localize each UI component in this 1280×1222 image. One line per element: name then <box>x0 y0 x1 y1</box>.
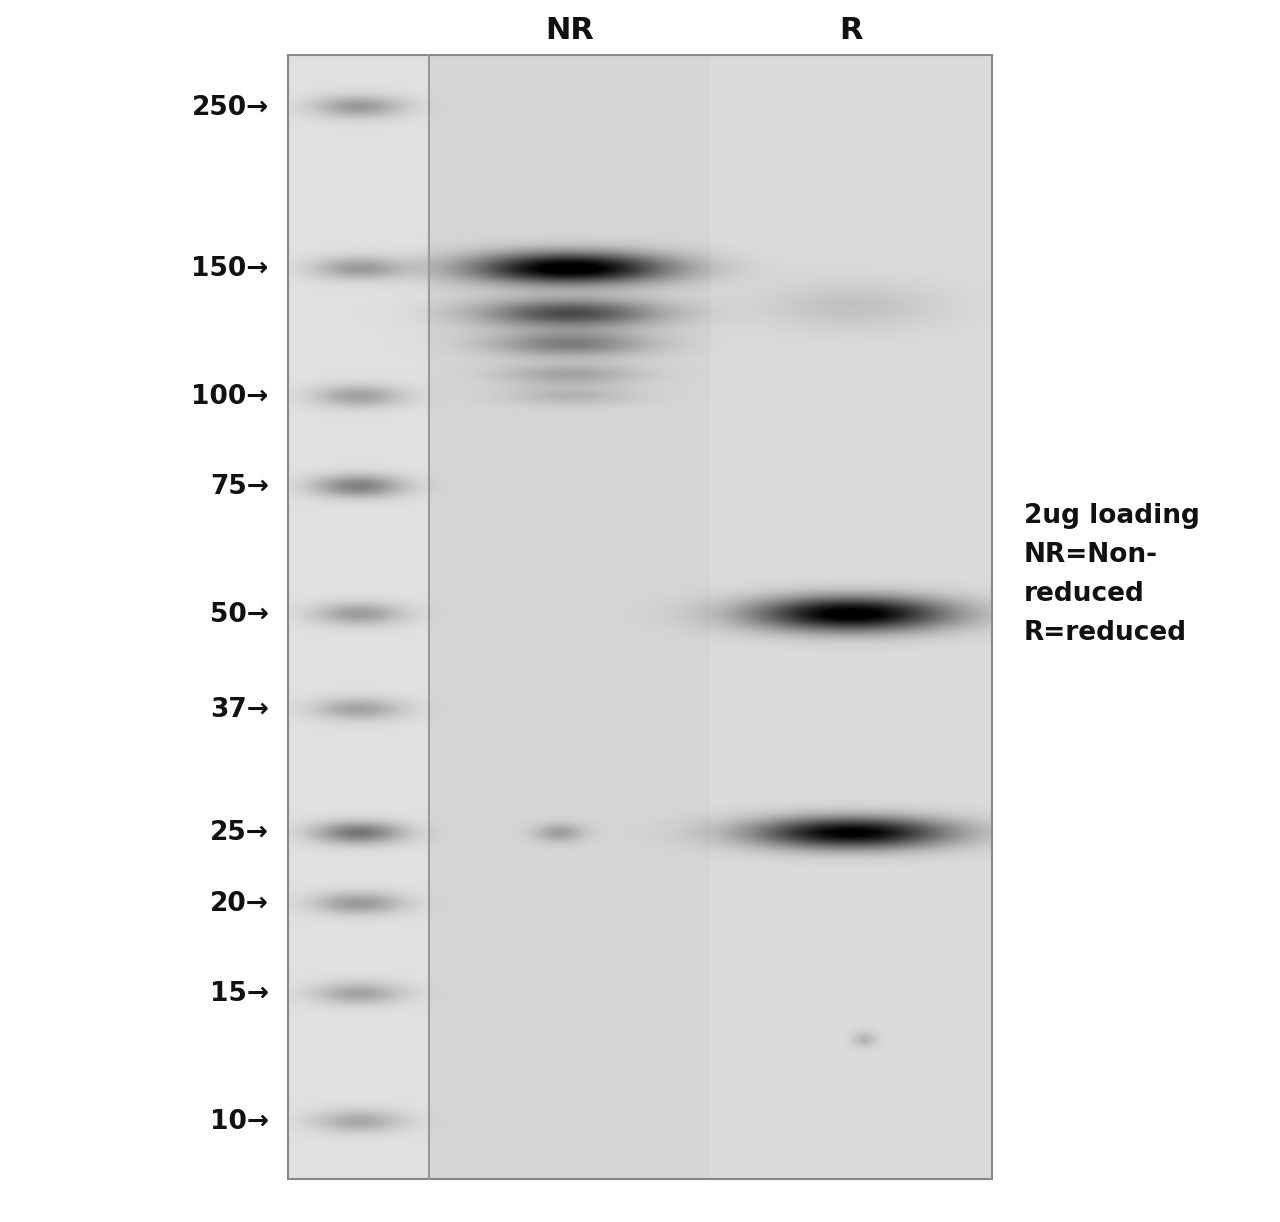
Text: 25→: 25→ <box>210 820 269 847</box>
Text: NR: NR <box>545 16 594 45</box>
Text: 20→: 20→ <box>210 891 269 916</box>
Text: 2ug loading
NR=Non-
reduced
R=reduced: 2ug loading NR=Non- reduced R=reduced <box>1024 502 1199 646</box>
Text: 100→: 100→ <box>192 384 269 409</box>
Text: 250→: 250→ <box>192 95 269 121</box>
Text: 50→: 50→ <box>210 602 269 628</box>
Text: R: R <box>840 16 863 45</box>
Text: 15→: 15→ <box>210 981 269 1007</box>
Text: 150→: 150→ <box>192 255 269 282</box>
Text: 75→: 75→ <box>210 474 269 500</box>
Text: 10→: 10→ <box>210 1108 269 1135</box>
Text: 37→: 37→ <box>210 697 269 722</box>
